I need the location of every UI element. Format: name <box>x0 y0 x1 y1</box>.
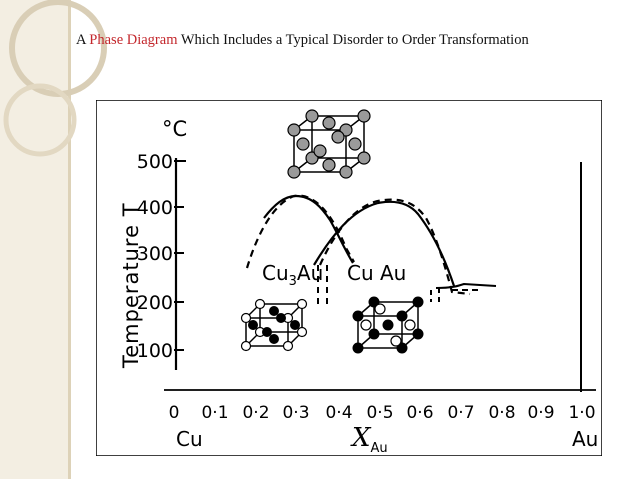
title-suffix: Which Includes a Typical Disorder to Ord… <box>180 32 529 48</box>
x-axis-title: XAu <box>350 423 388 456</box>
x-tick-label: 0·4 <box>325 403 352 423</box>
cu3au-boundary-dashed <box>245 194 355 269</box>
right-element-label: Au <box>572 427 598 451</box>
cuau-boundary-dashed <box>318 198 471 296</box>
cu3au-unit-cell <box>240 298 308 352</box>
cuau-unit-cell <box>352 296 424 354</box>
y-tick-label: 300 <box>137 243 173 265</box>
phase-label-cu3au: Cu3Au <box>262 261 323 289</box>
x-tick-label: 0·8 <box>488 403 515 423</box>
x-tick-label: 0·6 <box>406 403 433 423</box>
title-highlight: Phase Diagram <box>89 32 178 48</box>
decorative-band-edge <box>68 0 71 479</box>
x-tick-label: 0·3 <box>282 403 309 423</box>
cu3au-boundary-solid <box>263 194 354 264</box>
x-tick-label: 0 <box>169 403 180 423</box>
left-element-label: Cu <box>176 427 203 451</box>
x-tick-label: 1·0 <box>568 403 595 423</box>
x-tick-label: 0·9 <box>527 403 554 423</box>
phase-label-cuau: Cu Au <box>347 261 406 285</box>
disordered-unit-cell <box>287 109 371 179</box>
au-side-boundary <box>435 282 497 289</box>
y-tick-label: 500 <box>137 151 173 173</box>
decorative-band <box>0 0 68 479</box>
x-tick-label: 0·1 <box>201 403 228 423</box>
y-axis-title: Temperature T <box>119 202 143 369</box>
y-tick-label: 100 <box>137 340 173 362</box>
x-tick-label: 0·7 <box>447 403 474 423</box>
y-tick-label: 400 <box>137 197 173 219</box>
slide-title: A Phase Diagram Which Includes a Typical… <box>76 32 636 49</box>
x-tick-label: 0·2 <box>242 403 269 423</box>
figure-frame <box>96 100 602 456</box>
x-tick-label: 0·5 <box>366 403 393 423</box>
decorative-rings <box>3 0 107 157</box>
y-tick-label: 200 <box>137 292 173 314</box>
phase-diagram: °C Temperature T 500 400 300 200 100 <box>96 100 602 456</box>
unit-label: °C <box>162 117 187 141</box>
title-prefix: A <box>76 32 86 48</box>
